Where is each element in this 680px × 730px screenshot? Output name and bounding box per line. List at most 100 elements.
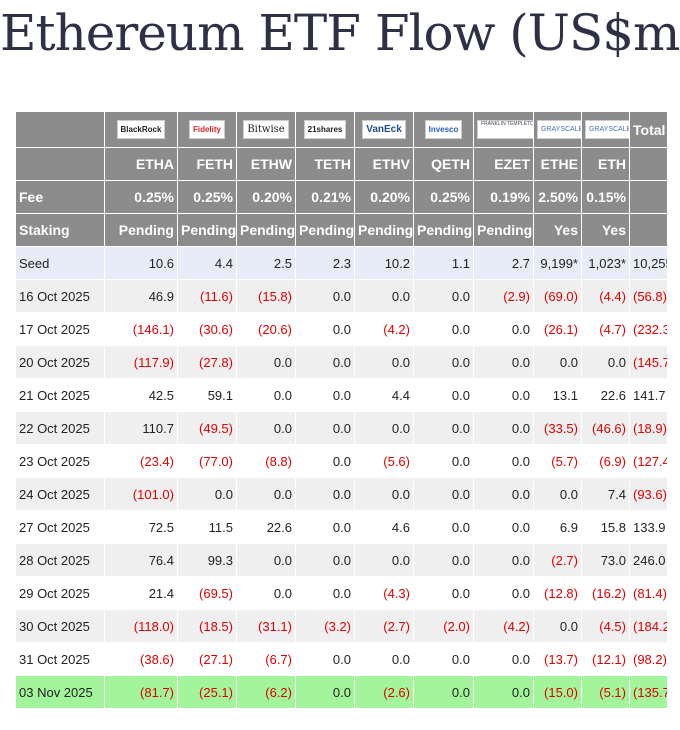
flow-cell: (6.9) [581,444,630,478]
flow-cell: 10.6 [104,246,178,280]
flow-cell: (146.1) [104,312,178,346]
flow-cell: 9,199* [533,246,582,280]
table-row: 30 Oct 2025 (118.0) (18.5) (31.1) (3.2) (2.7)… [15,609,668,643]
table-row: 24 Oct 2025 (101.0) 0.0 0.0 0.0 0.0 0.0 0.0 0.0 7… [15,477,668,511]
flow-cell: 0.0 [295,411,355,445]
flow-cell: (12.8) [533,576,582,610]
date-cell: 16 Oct 2025 [15,279,105,313]
flow-cell: 4.4 [354,378,414,412]
flow-cell: 0.0 [473,477,534,511]
flow-cell: 0.0 [295,576,355,610]
date-cell: 22 Oct 2025 [15,411,105,445]
flow-cell: 0.0 [354,411,414,445]
staking-label: Staking [15,213,105,247]
flow-cell: 0.0 [295,543,355,577]
ticker-cell: FETH [177,147,237,181]
flow-cell: 0.0 [236,543,296,577]
flow-cell: (81.7) [104,675,178,709]
flow-cell: 0.0 [354,642,414,676]
date-cell: 31 Oct 2025 [15,642,105,676]
flow-cell: 11.5 [177,510,237,544]
flow-cell: (2.9) [473,279,534,313]
flow-cell: 42.5 [104,378,178,412]
table-row: Seed 10.6 4.4 2.5 2.3 10.2 1.1 2.7 9,199* 1,023* 1… [15,246,668,280]
total-cell: (145.7) [629,345,668,379]
flow-cell: (20.6) [236,312,296,346]
flow-cell: (26.1) [533,312,582,346]
flow-cell: (3.2) [295,609,355,643]
flow-cell: (77.0) [177,444,237,478]
date-cell: 29 Oct 2025 [15,576,105,610]
ticker-cell: TETH [295,147,355,181]
flow-cell: (69.0) [533,279,582,313]
flow-cell: 0.0 [413,642,474,676]
franklin-templeton-logo: FRANKLIN TEMPLETON [477,120,533,139]
staking-cell: Pending [295,213,355,247]
staking-cell: Pending [104,213,178,247]
total-cell: (98.2) [629,642,668,676]
flow-cell: 0.0 [354,543,414,577]
total-cell: (184.2) [629,609,668,643]
flow-cell: (5.1) [581,675,630,709]
ticker-row: ETHA FETH ETHW TETH ETHV QETH EZET ETHE … [15,147,668,181]
total-cell: (93.6) [629,477,668,511]
flow-cell: (11.6) [177,279,237,313]
flow-cell: 0.0 [295,312,355,346]
corner-cell [15,111,105,148]
etf-flow-table: BlackRock Fidelity Bitwise 21shares VanE… [15,111,668,709]
total-cell: (127.4) [629,444,668,478]
flow-cell: 0.0 [473,510,534,544]
flow-cell: 0.0 [413,378,474,412]
fee-cell: 0.21% [295,180,355,214]
flow-cell: (117.9) [104,345,178,379]
flow-cell: 0.0 [177,477,237,511]
fee-cell: 0.25% [104,180,178,214]
flow-cell: 4.6 [354,510,414,544]
date-cell: 20 Oct 2025 [15,345,105,379]
flow-cell: (69.5) [177,576,237,610]
flow-cell: 10.2 [354,246,414,280]
flow-cell: 2.7 [473,246,534,280]
date-cell: Seed [15,246,105,280]
total-cell: 10,255 [629,246,668,280]
total-cell: 133.9 [629,510,668,544]
total-cell: 141.7 [629,378,668,412]
ticker-cell: QETH [413,147,474,181]
flow-cell: 0.0 [236,378,296,412]
flow-cell: (2.7) [354,609,414,643]
flow-cell: (6.7) [236,642,296,676]
total-cell: (81.4) [629,576,668,610]
blackrock-logo: BlackRock [116,120,166,139]
date-cell: 17 Oct 2025 [15,312,105,346]
table-row: 22 Oct 2025 110.7 (49.5) 0.0 0.0 0.0 0.0 0.0 (33… [15,411,668,445]
flow-cell: 59.1 [177,378,237,412]
flow-cell: 0.0 [473,444,534,478]
flow-cell: 0.0 [533,477,582,511]
flow-cell: (33.5) [533,411,582,445]
flow-cell: (12.1) [581,642,630,676]
staking-cell: Yes [533,213,582,247]
flow-cell: 0.0 [473,675,534,709]
date-cell: 27 Oct 2025 [15,510,105,544]
flow-cell: (25.1) [177,675,237,709]
flow-cell: 0.0 [295,642,355,676]
total-cell: (232.3) [629,312,668,346]
staking-row: Staking Pending Pending Pending Pending … [15,213,668,247]
flow-cell: 1.1 [413,246,474,280]
table-row: 29 Oct 2025 21.4 (69.5) 0.0 0.0 (4.3) 0.0 0.0 (1… [15,576,668,610]
flow-cell: 0.0 [236,411,296,445]
staking-cell: Pending [177,213,237,247]
table-row: 17 Oct 2025 (146.1) (30.6) (20.6) 0.0 (4.2) 0.… [15,312,668,346]
flow-cell: (46.6) [581,411,630,445]
21shares-logo: 21shares [303,120,347,139]
vaneck-logo: VanEck [362,120,406,139]
flow-cell: (4.2) [473,609,534,643]
flow-cell: 0.0 [354,345,414,379]
logo-row: BlackRock Fidelity Bitwise 21shares VanE… [15,111,668,148]
flow-cell: (4.2) [354,312,414,346]
flow-cell: 0.0 [295,345,355,379]
fee-cell: 0.19% [473,180,534,214]
total-header: Total [629,111,668,148]
flow-cell: (5.6) [354,444,414,478]
flow-cell: 0.0 [473,642,534,676]
